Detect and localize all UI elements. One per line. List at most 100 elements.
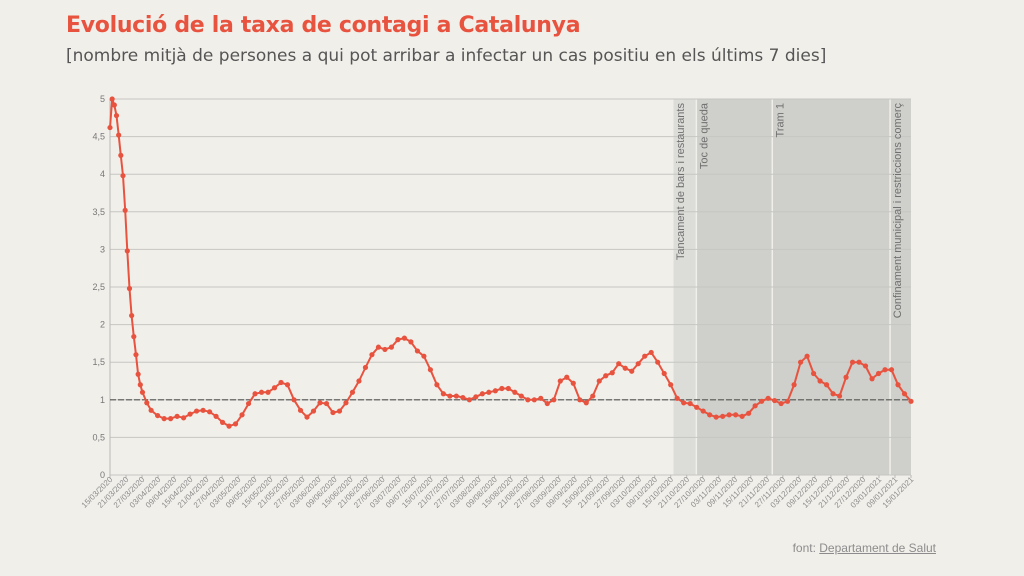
data-point [252,391,258,397]
data-point [518,393,524,399]
y-axis: 0 0,5 1 1,5 2 2,5 3 3,5 4 4,5 5 [92,94,111,480]
data-point [395,337,401,343]
data-point [674,395,680,401]
y-tick-label: 0 [100,470,105,480]
data-point [349,389,356,395]
data-point [213,413,219,419]
data-point [739,413,745,419]
data-point [271,385,278,391]
y-tick-label: 0,5 [92,432,105,442]
data-point [245,400,252,407]
data-point [570,380,576,386]
data-point [512,389,518,395]
data-point [694,404,700,410]
data-point [297,407,304,413]
data-point [778,400,784,407]
y-tick-label: 5 [100,94,105,104]
data-point [551,397,557,403]
data-point [473,394,479,400]
data-point [869,376,875,382]
data-point [810,370,817,377]
data-point [135,371,141,377]
data-point [466,397,472,403]
data-point [856,359,862,365]
data-point [746,410,752,416]
data-point [785,398,791,404]
data-point [486,389,492,395]
y-tick-label: 1 [100,395,105,405]
data-point [492,388,498,394]
data-point [239,412,245,418]
data-point [901,391,908,397]
data-point [131,334,137,340]
data-point [174,413,180,419]
chart-title: Evolució de la taxa de contagi a Catalun… [66,13,581,38]
data-point [343,400,349,406]
data-point [278,379,284,386]
data-point [113,112,120,119]
data-point [356,378,362,384]
data-point [109,96,115,102]
period-label-1: Tancament de bars i restaurants [675,103,687,261]
data-point [139,389,146,395]
data-point [265,389,271,395]
data-point [817,378,823,384]
data-point [609,370,615,376]
data-point [875,370,882,377]
data-point [499,385,505,392]
source-link[interactable]: Departament de Salut [819,541,936,555]
data-point [168,416,174,422]
data-point [544,400,550,407]
data-point [148,407,154,413]
data-point [375,344,382,350]
y-tick-label: 3,5 [92,207,105,217]
x-axis: 15/03/202021/03/202027/03/202003/04/2020… [80,475,916,510]
data-point [453,393,459,399]
data-point [116,132,122,138]
data-point [219,419,226,425]
data-point [122,207,128,213]
data-point [836,393,843,399]
data-point [590,393,596,399]
chart-subtitle: [nombre mitjà de persones a qui pot arri… [66,46,827,66]
data-point [726,412,732,418]
data-point [200,407,206,413]
data-point [849,359,856,365]
data-point [882,367,888,373]
data-point [538,395,544,401]
data-point [421,353,427,359]
data-point [133,352,139,358]
data-point [310,408,317,414]
data-point [791,382,797,388]
data-point [427,367,433,373]
data-point [720,413,726,419]
period-labels: Tancament de bars i restaurants Toc de qu… [675,102,904,318]
data-point [804,353,810,359]
data-point [107,124,113,131]
data-point [843,374,849,380]
data-point [583,400,589,406]
data-point [577,397,583,403]
data-point [304,414,310,420]
data-point [603,373,609,379]
y-tick-label: 2,5 [92,282,105,292]
data-point [129,312,135,319]
data-point [126,285,133,292]
data-point [118,152,124,158]
data-point [596,378,602,384]
data-point [317,400,323,406]
data-point [759,398,765,404]
data-point [144,400,150,406]
y-tick-label: 2 [100,320,105,330]
data-point [369,352,375,358]
data-point [668,382,674,388]
data-point [616,361,622,367]
data-point [888,367,895,373]
data-point [700,408,706,414]
y-tick-label: 1,5 [92,357,105,367]
data-point [733,412,739,418]
data-point [226,423,232,429]
data-point [661,370,667,377]
data-point [258,389,265,395]
